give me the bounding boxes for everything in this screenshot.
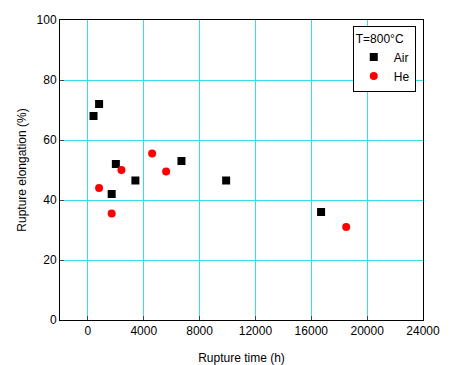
svg-text:12000: 12000	[239, 324, 273, 338]
svg-text:4000: 4000	[130, 324, 157, 338]
svg-text:20: 20	[43, 253, 57, 267]
svg-text:20000: 20000	[350, 324, 384, 338]
svg-text:T=800°C: T=800°C	[356, 32, 404, 46]
svg-text:16000: 16000	[295, 324, 329, 338]
svg-text:Rupture elongation (%): Rupture elongation (%)	[15, 108, 29, 231]
svg-text:0: 0	[85, 324, 92, 338]
svg-text:24000: 24000	[406, 324, 440, 338]
svg-text:100: 100	[37, 13, 57, 27]
svg-text:8000: 8000	[186, 324, 213, 338]
svg-text:0: 0	[50, 313, 57, 327]
svg-text:40: 40	[43, 193, 57, 207]
svg-text:60: 60	[43, 133, 57, 147]
svg-text:80: 80	[43, 73, 57, 87]
svg-text:Rupture time (h): Rupture time (h)	[198, 351, 285, 365]
svg-text:Air: Air	[394, 51, 409, 65]
svg-text:He: He	[394, 70, 410, 84]
